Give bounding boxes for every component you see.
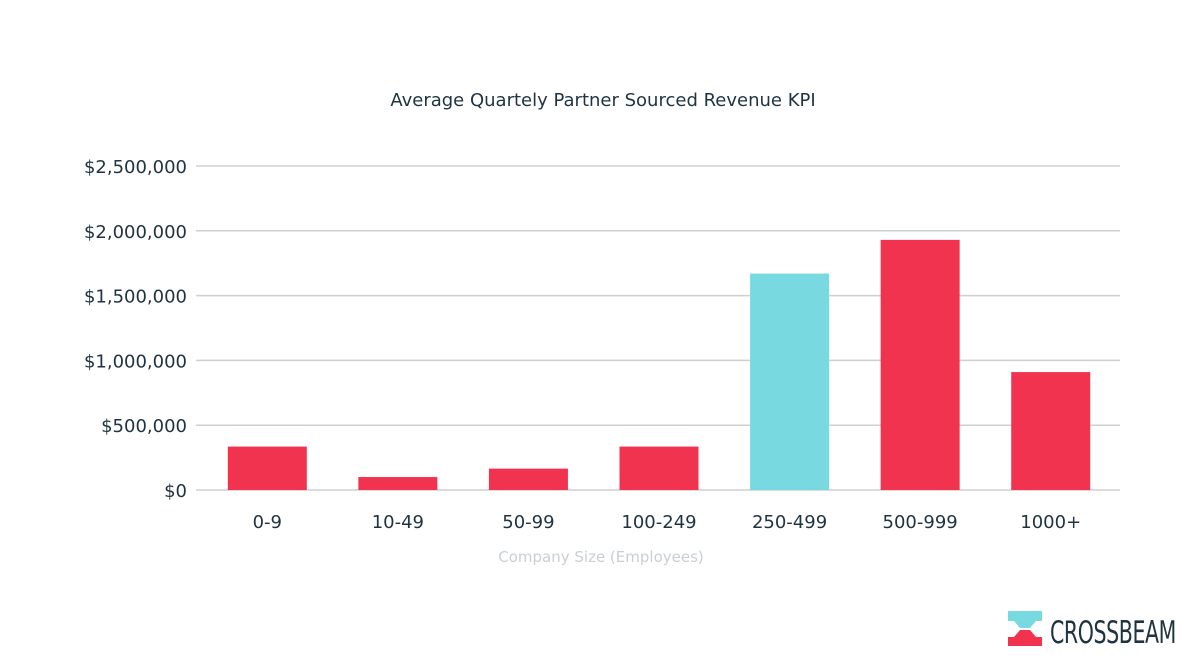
- chart-title: Average Quartely Partner Sourced Revenue…: [390, 90, 815, 111]
- x-tick-label: 500-999: [883, 512, 958, 533]
- y-tick-label: $1,000,000: [84, 351, 187, 372]
- x-tick-label: 10-49: [372, 512, 424, 533]
- grid-lines: [196, 165, 1120, 491]
- x-tick-label: 250-499: [752, 512, 827, 533]
- bars: [227, 239, 1091, 490]
- y-tick-label: $0: [164, 481, 187, 502]
- x-tick-label: 0-9: [253, 512, 282, 533]
- y-tick-label: $1,500,000: [84, 287, 187, 308]
- bar-250-499: [750, 273, 830, 490]
- y-tick-label: $2,000,000: [84, 222, 187, 243]
- x-tick-label: 100-249: [621, 512, 696, 533]
- x-axis-label: Company Size (Employees): [498, 548, 704, 566]
- y-tick-label: $500,000: [101, 416, 187, 437]
- brand-wordmark: CROSSBEAM: [1050, 615, 1176, 651]
- crossbeam-mark-icon: [1008, 611, 1042, 646]
- y-axis-ticks: $0 $500,000 $1,000,000 $1,500,000 $2,000,000…: [84, 157, 187, 502]
- x-axis-ticks: 0-9 10-49 50-99 100-249 250-499 500-999 1000+: [253, 512, 1082, 533]
- bar-100-249: [619, 446, 699, 490]
- x-tick-label: 50-99: [502, 512, 554, 533]
- bar-500-999: [880, 239, 960, 490]
- x-tick-label: 1000+: [1020, 512, 1081, 533]
- crossbeam-logo: CROSSBEAM: [1008, 611, 1177, 651]
- bar-0-9: [227, 446, 307, 490]
- bar-10-49: [358, 477, 438, 490]
- y-tick-label: $2,500,000: [84, 157, 187, 178]
- bar-1000+: [1011, 372, 1091, 490]
- bar-50-99: [488, 468, 568, 490]
